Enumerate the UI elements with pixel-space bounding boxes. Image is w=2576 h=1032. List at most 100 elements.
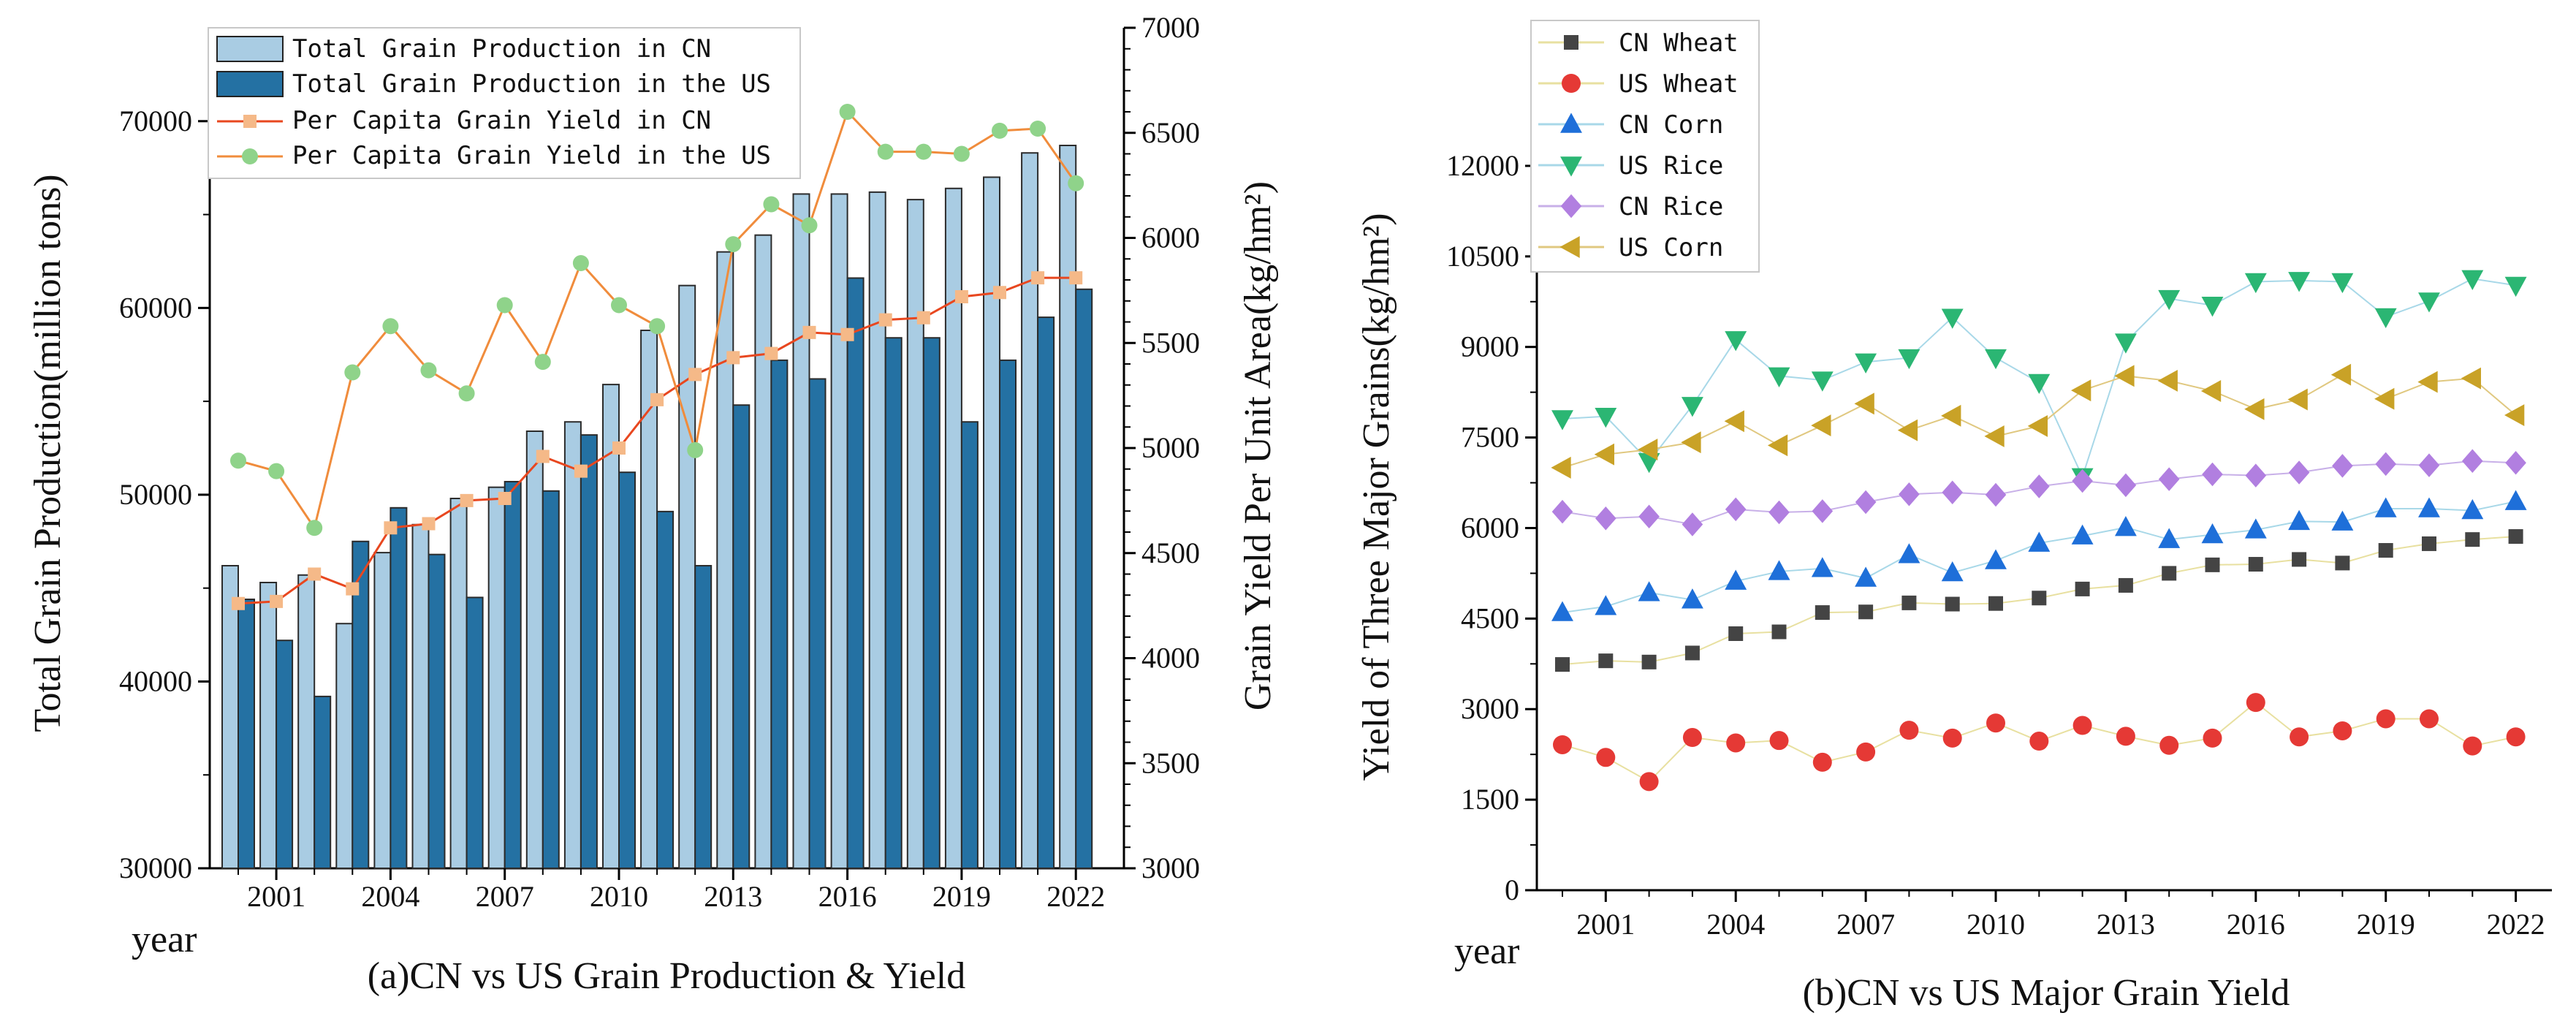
point-us-corn-2005 bbox=[1767, 434, 1788, 457]
point-us-corn-2011 bbox=[2027, 414, 2048, 437]
point-cn-wheat-2015 bbox=[2205, 557, 2220, 572]
point-us-wheat-2017 bbox=[2290, 727, 2309, 747]
point-cn-corn-2001 bbox=[1595, 595, 1617, 615]
y-tick-label-40000: 40000 bbox=[119, 664, 192, 697]
point-cn-wheat-2012 bbox=[2075, 581, 2090, 596]
point-cn-wheat-2014 bbox=[2162, 566, 2177, 581]
point-cn-rice-2011 bbox=[2029, 474, 2050, 498]
point-us-2015 bbox=[801, 217, 818, 234]
point-cn-2017 bbox=[878, 313, 892, 327]
point-us-2008 bbox=[534, 354, 551, 371]
point-cn-wheat-2010 bbox=[1988, 596, 2003, 611]
point-cn-rice-2002 bbox=[1638, 504, 1660, 529]
bar-us-2014 bbox=[770, 359, 789, 869]
panel-a-xlabel: year bbox=[132, 919, 197, 960]
point-cn-corn-2014 bbox=[2158, 528, 2181, 548]
point-us-rice-2015 bbox=[2201, 297, 2224, 317]
point-us-2013 bbox=[725, 236, 742, 253]
bar-cn-2022 bbox=[1059, 145, 1077, 869]
point-cn-corn-2004 bbox=[1725, 569, 1747, 590]
point-us-rice-2007 bbox=[1855, 353, 1877, 373]
point-cn-rice-2018 bbox=[2332, 454, 2353, 478]
panel-b-caption: (b)CN vs US Major Grain Yield bbox=[1803, 972, 2290, 1014]
point-cn-wheat-2011 bbox=[2032, 591, 2047, 606]
legend-a-cn-bar-swatch bbox=[216, 36, 284, 62]
point-us-wheat-2009 bbox=[1942, 728, 1962, 748]
bar-us-2003 bbox=[352, 540, 370, 869]
x-tick-label-2022: 2022 bbox=[1046, 880, 1105, 913]
point-cn-2002 bbox=[308, 567, 322, 581]
bar-cn-2016 bbox=[830, 193, 848, 869]
b-y-tick-label-0: 0 bbox=[1505, 873, 1519, 906]
point-cn-wheat-2013 bbox=[2118, 577, 2133, 593]
point-us-2019 bbox=[953, 145, 970, 162]
point-cn-2013 bbox=[726, 351, 740, 365]
bar-us-2011 bbox=[656, 510, 675, 870]
point-cn-corn-2002 bbox=[1638, 581, 1660, 602]
panel-a-ylabel: Total Grain Production(million tons) bbox=[27, 174, 69, 732]
point-cn-2001 bbox=[270, 594, 284, 608]
point-us-corn-2007 bbox=[1854, 392, 1874, 415]
point-us-wheat-2011 bbox=[2029, 732, 2049, 751]
point-us-2018 bbox=[915, 143, 932, 160]
x-tick-label-2016: 2016 bbox=[818, 880, 877, 913]
point-us-2007 bbox=[496, 297, 513, 314]
point-us-2017 bbox=[877, 143, 894, 160]
point-cn-corn-2006 bbox=[1811, 557, 1834, 577]
panel-a-legend: Total Grain Production in CN Total Grain… bbox=[208, 27, 801, 179]
point-us-corn-2019 bbox=[2374, 387, 2395, 410]
legend-b-swatch-marker-3 bbox=[1560, 156, 1582, 177]
point-us-wheat-2007 bbox=[1856, 742, 1876, 762]
point-cn-corn-2000 bbox=[1551, 601, 1573, 621]
point-us-rice-2014 bbox=[2158, 289, 2181, 311]
bar-us-2009 bbox=[580, 434, 598, 869]
point-us-rice-2008 bbox=[1898, 349, 1920, 370]
bar-us-2020 bbox=[999, 359, 1017, 869]
point-cn-2020 bbox=[993, 286, 1006, 300]
point-us-rice-2005 bbox=[1768, 367, 1790, 387]
bar-us-2007 bbox=[504, 481, 522, 869]
b-x-tick-label-2001: 2001 bbox=[1576, 908, 1635, 941]
b-x-tick-label-2022: 2022 bbox=[2487, 908, 2545, 941]
bar-us-2001 bbox=[276, 640, 294, 869]
b-x-tick-label-2019: 2019 bbox=[2357, 908, 2415, 941]
point-us-wheat-2021 bbox=[2463, 736, 2482, 756]
point-cn-rice-2000 bbox=[1551, 499, 1573, 524]
bar-cn-2008 bbox=[525, 430, 544, 869]
y-tick-label-30000: 30000 bbox=[119, 851, 192, 884]
b-y-tick-label-12000: 12000 bbox=[1446, 149, 1519, 182]
point-cn-wheat-2022 bbox=[2508, 529, 2523, 545]
panel-b-ylabel: Yield of Three Major Grains(kg/hm²) bbox=[1356, 213, 1397, 781]
point-us-corn-2015 bbox=[2200, 380, 2222, 402]
b-x-tick-label-2010: 2010 bbox=[1967, 908, 2025, 941]
x-tick-label-2004: 2004 bbox=[361, 880, 419, 913]
point-us-wheat-2000 bbox=[1553, 735, 1572, 754]
point-cn-wheat-2002 bbox=[1641, 654, 1657, 669]
point-cn-rice-2021 bbox=[2462, 449, 2483, 474]
x-tick-label-2019: 2019 bbox=[932, 880, 991, 913]
point-cn-rice-2005 bbox=[1768, 500, 1790, 525]
point-us-wheat-2002 bbox=[1639, 772, 1659, 792]
point-cn-2021 bbox=[1031, 271, 1045, 285]
point-cn-2004 bbox=[384, 521, 398, 535]
bar-us-2017 bbox=[884, 337, 903, 869]
bar-cn-2002 bbox=[297, 574, 316, 869]
point-cn-2011 bbox=[650, 392, 664, 406]
legend-b-label-0: CN Wheat bbox=[1619, 29, 1739, 58]
panel-b-xlabel: year bbox=[1454, 930, 1519, 972]
point-us-corn-2021 bbox=[2461, 367, 2481, 390]
point-cn-wheat-2005 bbox=[1771, 624, 1787, 640]
point-cn-corn-2015 bbox=[2201, 523, 2224, 544]
point-cn-corn-2019 bbox=[2374, 497, 2397, 517]
point-us-rice-2013 bbox=[2114, 333, 2137, 354]
point-cn-corn-2003 bbox=[1681, 588, 1703, 609]
bar-cn-2007 bbox=[487, 486, 506, 869]
y2-tick-label-4000: 4000 bbox=[1141, 642, 1200, 675]
point-cn-corn-2007 bbox=[1855, 566, 1877, 587]
y-tick-label-70000: 70000 bbox=[119, 105, 192, 137]
point-cn-corn-2009 bbox=[1941, 561, 1964, 582]
b-y-tick-label-4500: 4500 bbox=[1461, 602, 1519, 634]
bar-cn-2014 bbox=[754, 234, 772, 869]
x-tick-label-2013: 2013 bbox=[704, 880, 762, 913]
